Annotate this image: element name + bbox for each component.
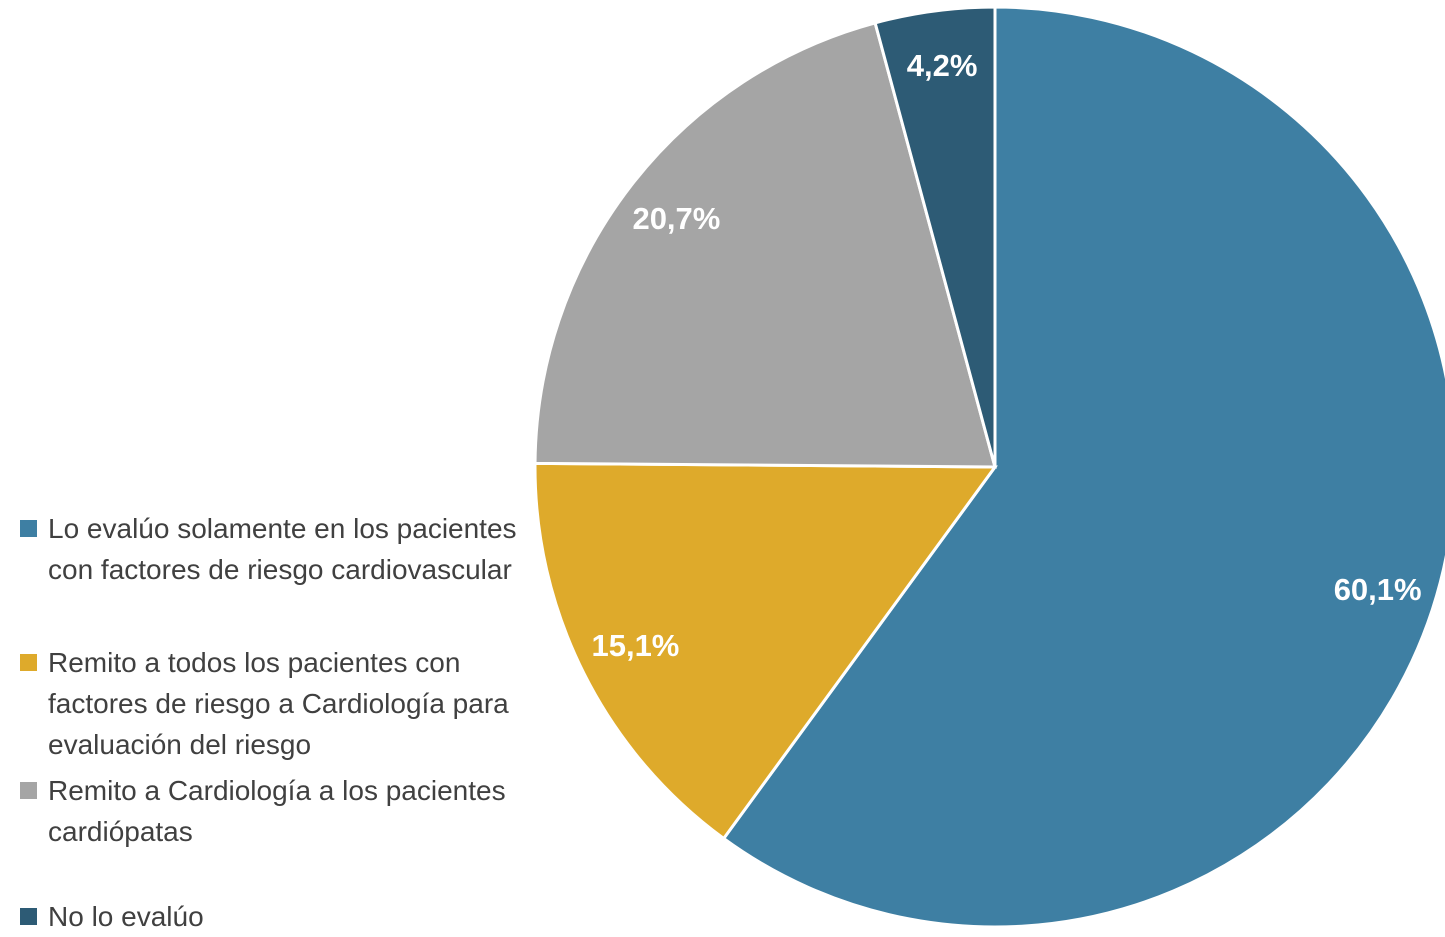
legend-item: Remito a todos los pacientes con factore… — [20, 642, 550, 765]
legend-swatch — [20, 654, 37, 671]
legend-item: No lo evalúo — [20, 896, 550, 937]
legend-swatch — [20, 520, 37, 537]
pie-slice — [721, 5, 1445, 929]
legend-swatch — [20, 908, 37, 925]
pie-slice — [873, 5, 997, 468]
pie-slice — [533, 461, 998, 841]
legend-label: No lo evalúo — [48, 901, 204, 932]
legend-item: Remito a Cardiología a los pacientes car… — [20, 770, 550, 852]
data-label: 15,1% — [591, 628, 679, 663]
data-label: 60,1% — [1334, 572, 1422, 607]
pie-slice — [533, 21, 997, 469]
legend-item: Lo evalúo solamente en los pacientes con… — [20, 508, 550, 590]
legend-swatch — [20, 782, 37, 799]
data-label: 20,7% — [632, 201, 720, 236]
legend-label: Lo evalúo solamente en los pacientes con… — [48, 513, 517, 585]
legend-label: Remito a Cardiología a los pacientes car… — [48, 775, 506, 847]
data-label: 4,2% — [907, 48, 978, 83]
legend-label: Remito a todos los pacientes con factore… — [48, 647, 509, 760]
